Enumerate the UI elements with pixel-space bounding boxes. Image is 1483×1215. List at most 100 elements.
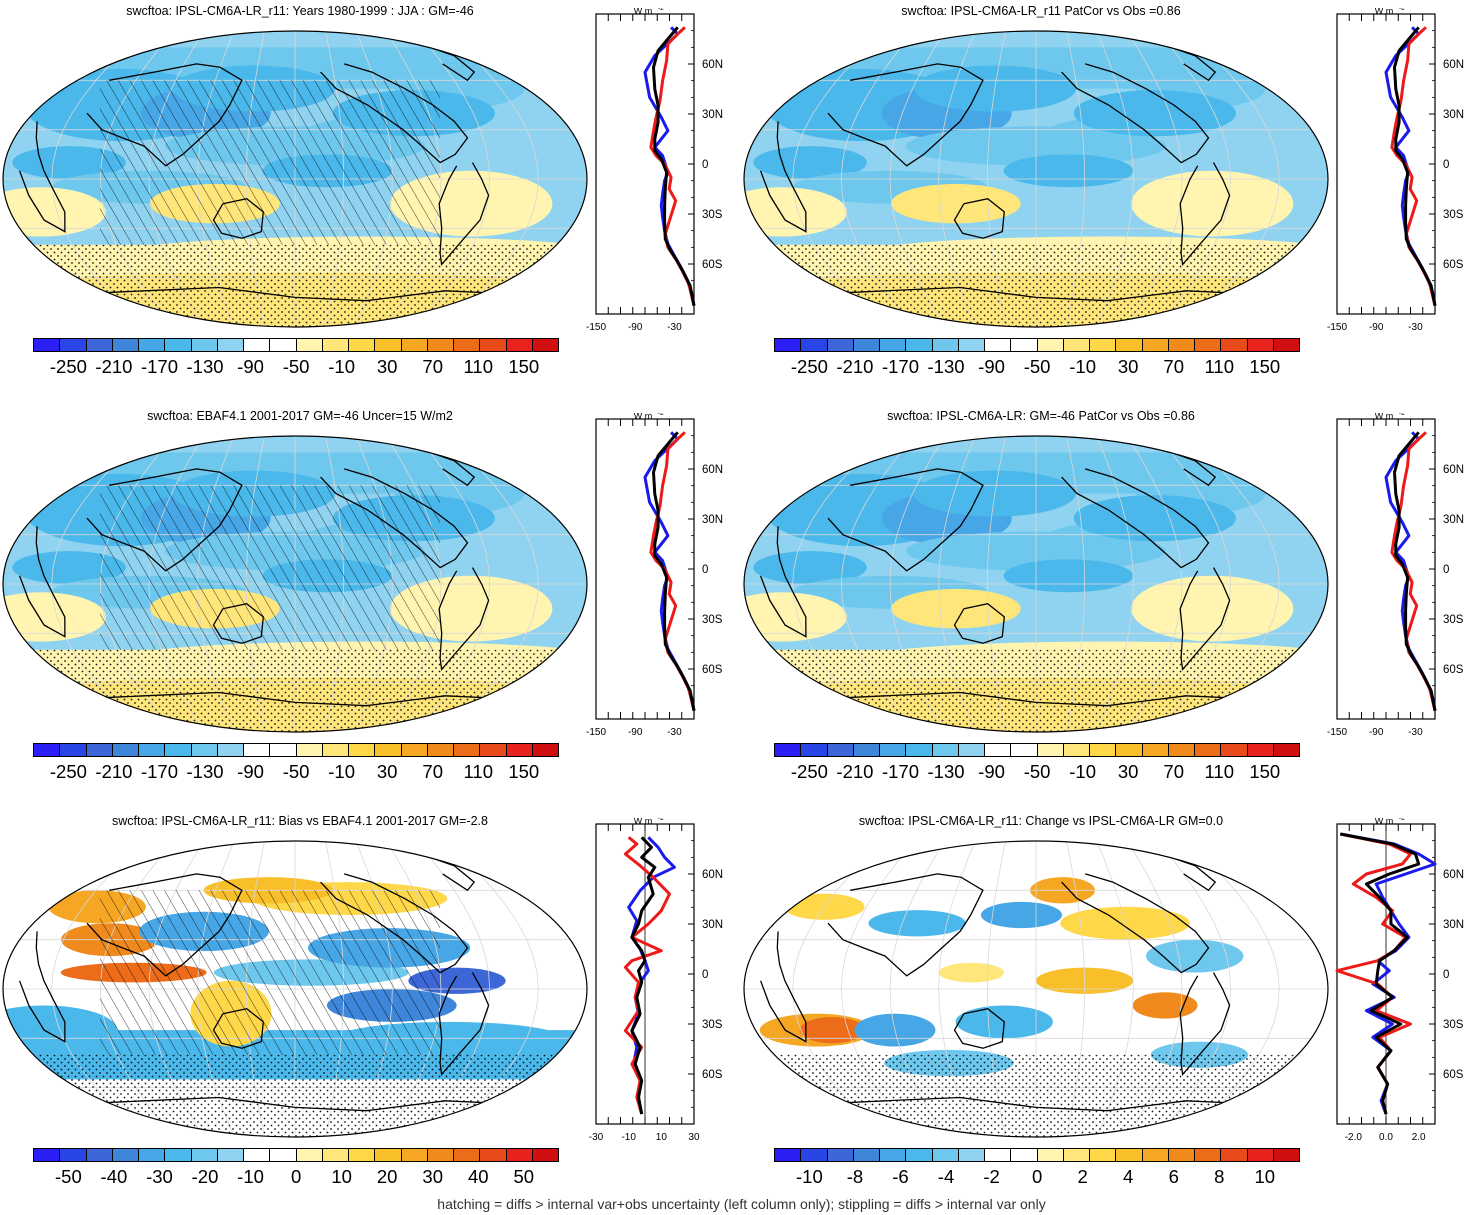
map-field — [744, 436, 1328, 732]
colorbar-swatch — [1221, 744, 1248, 756]
panel-title: swcftoa: IPSL-CM6A-LR_r11 PatCor vs Obs … — [901, 4, 1181, 18]
lat-tick-label: 60N — [702, 869, 723, 881]
zonal-profile-chart: W m -2 60N 30N 0 30S 60S -150 -90 -30 — [1327, 8, 1464, 333]
lat-tick-label: 60N — [1443, 869, 1464, 881]
panel-title: swcftoa: EBAF4.1 2001-2017 GM=-46 Uncer=… — [147, 409, 453, 423]
colorbar-label: -50 — [55, 1166, 82, 1187]
colorbar-label: -170 — [140, 761, 178, 782]
colorbar-label: -10 — [328, 356, 356, 377]
panel-p4: swcftoa: IPSL-CM6A-LR: GM=-46 PatCor vs … — [741, 405, 1482, 810]
colorbar-swatch — [1090, 1149, 1117, 1161]
profile-line-black — [1340, 832, 1421, 1115]
coastline — [86, 63, 243, 167]
colorbar-label: -90 — [978, 761, 1005, 782]
coastline — [827, 873, 984, 977]
colorbar-swatch — [1247, 744, 1274, 756]
map-field — [3, 31, 587, 327]
colorbar-label: -50 — [282, 356, 310, 377]
lat-tick-label: 30N — [1443, 919, 1464, 931]
colorbar-swatch — [244, 744, 271, 756]
world-map — [743, 435, 1329, 733]
field-blob — [1073, 90, 1236, 137]
colorbar-swatch — [1195, 339, 1222, 351]
colorbar-swatch — [296, 1149, 323, 1161]
colorbar-swatch — [1273, 744, 1299, 756]
colorbar-swatch — [958, 744, 985, 756]
colorbar-swatch — [506, 1149, 533, 1161]
coastline — [814, 691, 1258, 707]
colorbar-swatch — [880, 1149, 907, 1161]
profile-x-tick-label: 30 — [688, 1132, 700, 1143]
map-border — [743, 435, 1329, 733]
colorbar-label: 10 — [1254, 1166, 1276, 1187]
colorbar-swatch — [270, 744, 297, 756]
profile-x-tick-label: -90 — [628, 727, 643, 738]
panel-p6: swcftoa: IPSL-CM6A-LR_r11: Change vs IPS… — [741, 810, 1482, 1215]
colorbar-label: -210 — [836, 761, 874, 782]
colorbar-labels: -250 -210 -170 -130 -90 -50 -10 30 70 110 150 — [33, 761, 559, 783]
profile-x-tick-label: -150 — [1327, 322, 1347, 333]
colorbar-swatch — [349, 1149, 376, 1161]
colorbar-labels: -10 -8 -6 -4 -2 0 2 4 6 8 10 — [774, 1166, 1300, 1188]
colorbar-swatch — [296, 339, 323, 351]
coastline — [212, 1008, 264, 1049]
colorbar-swatch — [191, 744, 218, 756]
zonal-profile-chart: W m -2 60N 30N 0 30S 60S -150 -90 -30 — [1327, 413, 1464, 738]
field-blob — [1003, 559, 1134, 593]
colorbar-label: 70 — [1163, 761, 1185, 782]
profile-x-tick-label: 2.0 — [1412, 1132, 1426, 1143]
lat-tick-label: 30S — [1443, 614, 1464, 626]
colorbar-swatch — [1195, 744, 1222, 756]
colorbar-swatch — [34, 1149, 61, 1161]
colorbar-swatch — [112, 1149, 139, 1161]
colorbar-label: 110 — [1204, 356, 1235, 377]
coastline — [86, 873, 243, 977]
colorbar-swatch — [827, 339, 854, 351]
colorbar — [33, 338, 559, 352]
profile-x-tick-label: 10 — [656, 1132, 668, 1143]
colorbar-swatch — [827, 1149, 854, 1161]
colorbar-swatch — [1142, 744, 1169, 756]
colorbar-swatch — [217, 339, 244, 351]
colorbar-swatch — [1247, 339, 1274, 351]
colorbar-label: -90 — [237, 761, 264, 782]
lat-tick-label: 30S — [702, 209, 723, 221]
map-field — [744, 841, 1328, 1137]
field-blob — [1073, 495, 1236, 542]
colorbar-label: -10 — [1069, 356, 1097, 377]
colorbar-swatch — [270, 1149, 297, 1161]
coastline — [827, 468, 984, 572]
colorbar-swatch — [165, 744, 192, 756]
colorbar-label: 150 — [1249, 356, 1281, 377]
colorbar-label: -90 — [978, 356, 1005, 377]
colorbar-label: -10 — [1069, 761, 1097, 782]
colorbar-swatch — [1168, 1149, 1195, 1161]
lat-tick-label: 0 — [702, 564, 708, 576]
panel-title: swcftoa: IPSL-CM6A-LR: GM=-46 PatCor vs … — [887, 409, 1195, 423]
colorbar-swatch — [775, 339, 802, 351]
profile-line-red — [649, 431, 696, 712]
colorbar-swatch — [480, 1149, 507, 1161]
colorbar-label: -250 — [790, 356, 828, 377]
colorbar-swatch — [827, 744, 854, 756]
colorbar-label: -10 — [237, 1166, 264, 1187]
field-blob — [868, 910, 966, 937]
colorbar-swatch — [775, 1149, 802, 1161]
profile-line-red — [1390, 26, 1437, 307]
coastline — [759, 931, 807, 1043]
colorbar-label: 30 — [422, 1166, 444, 1187]
colorbar-label: -170 — [881, 761, 919, 782]
coastline — [18, 526, 66, 638]
map-border — [743, 30, 1329, 328]
colorbar-swatch — [1168, 744, 1195, 756]
profile-line-black — [1393, 26, 1437, 306]
colorbar-label: 30 — [1117, 761, 1139, 782]
colorbar-swatch — [1090, 339, 1117, 351]
lat-tick-label: 30S — [702, 614, 723, 626]
field-blob — [753, 146, 867, 179]
colorbar-swatch — [480, 339, 507, 351]
coastline — [438, 972, 490, 1077]
colorbar-swatch — [506, 744, 533, 756]
map-border — [2, 435, 588, 733]
colorbar-label: 2 — [1077, 1166, 1088, 1187]
